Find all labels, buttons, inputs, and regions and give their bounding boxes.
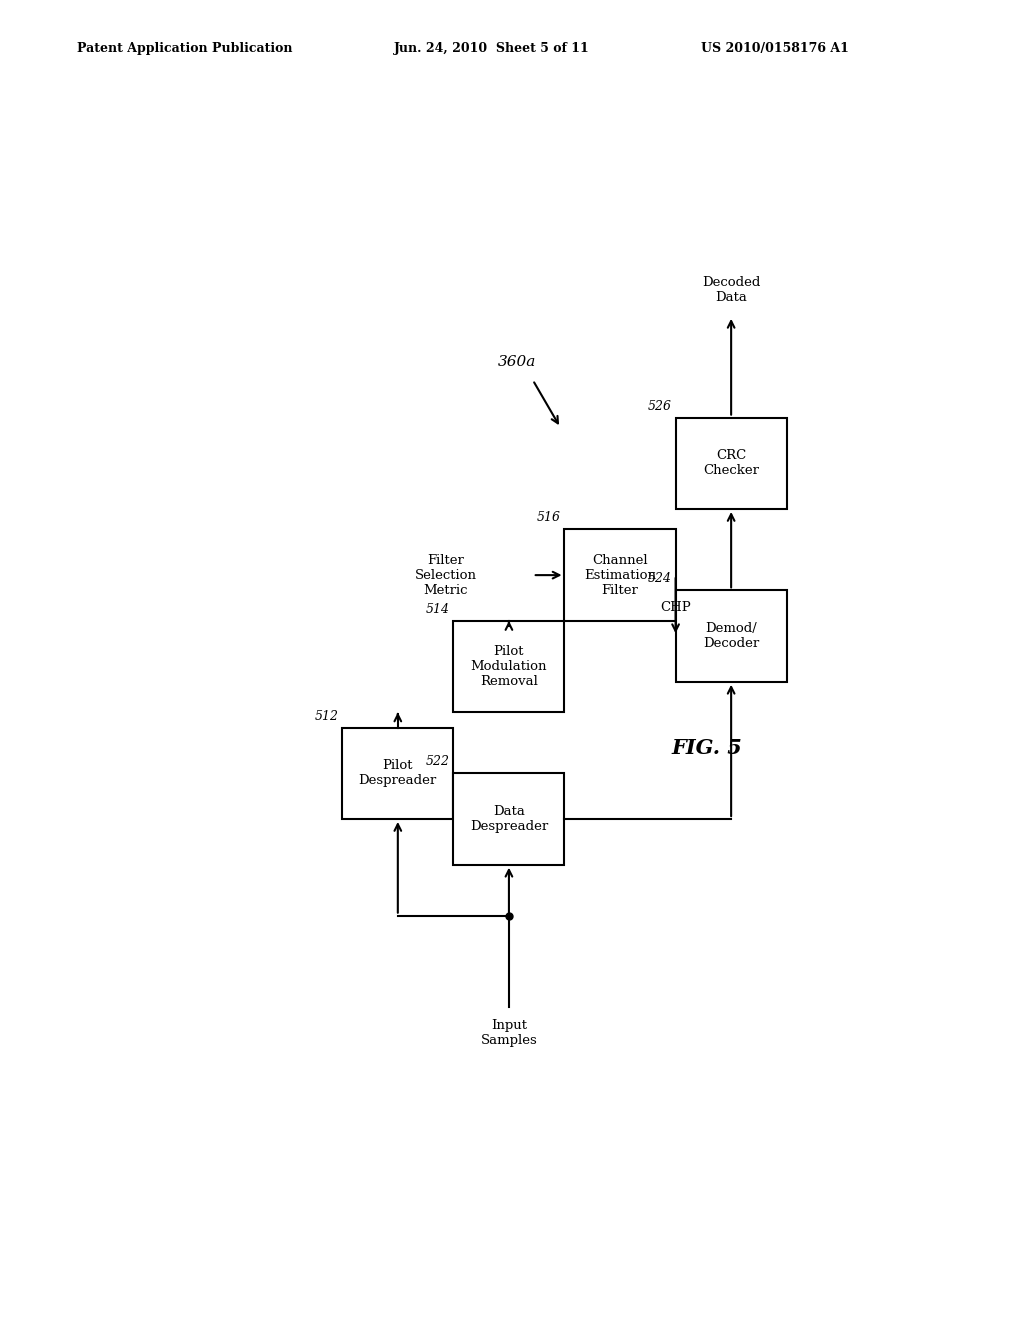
Text: 516: 516 [537, 511, 560, 524]
Text: Channel
Estimation
Filter: Channel Estimation Filter [584, 553, 656, 597]
Text: 522: 522 [425, 755, 450, 768]
FancyBboxPatch shape [676, 590, 786, 682]
Text: US 2010/0158176 A1: US 2010/0158176 A1 [701, 42, 849, 54]
FancyBboxPatch shape [454, 774, 564, 865]
Text: FIG. 5: FIG. 5 [672, 738, 742, 758]
Text: Pilot
Despreader: Pilot Despreader [358, 759, 437, 787]
Text: CRC
Checker: CRC Checker [703, 449, 759, 478]
Text: Jun. 24, 2010  Sheet 5 of 11: Jun. 24, 2010 Sheet 5 of 11 [394, 42, 590, 54]
Text: Data
Despreader: Data Despreader [470, 805, 548, 833]
FancyBboxPatch shape [454, 620, 564, 713]
Text: 514: 514 [425, 603, 450, 615]
Text: Pilot
Modulation
Removal: Pilot Modulation Removal [471, 645, 547, 688]
Text: Input
Samples: Input Samples [480, 1019, 538, 1047]
Text: 526: 526 [647, 400, 672, 412]
Text: Decoded
Data: Decoded Data [701, 276, 761, 304]
Text: Filter
Selection
Metric: Filter Selection Metric [415, 553, 476, 597]
Text: 360a: 360a [498, 355, 536, 368]
Text: Demod/
Decoder: Demod/ Decoder [703, 622, 759, 651]
FancyBboxPatch shape [342, 727, 454, 818]
Text: 524: 524 [647, 573, 672, 585]
Text: CHP: CHP [660, 601, 691, 614]
Text: 512: 512 [314, 710, 338, 722]
FancyBboxPatch shape [564, 529, 676, 620]
Text: Patent Application Publication: Patent Application Publication [77, 42, 292, 54]
FancyBboxPatch shape [676, 417, 786, 510]
